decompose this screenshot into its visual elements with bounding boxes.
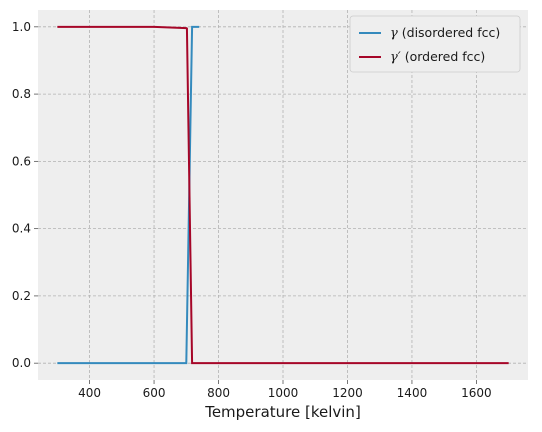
x-tick-label: 400: [78, 386, 101, 400]
x-tick-label: 800: [207, 386, 230, 400]
x-tick-label: 600: [143, 386, 166, 400]
y-tick-label: 0.0: [12, 356, 31, 370]
x-axis-label: Temperature [kelvin]: [204, 403, 361, 421]
x-axis-ticks: 400 600 800 1000 1200 1400 1600: [78, 380, 492, 400]
x-tick-label: 1000: [268, 386, 299, 400]
legend-box: [349, 15, 521, 73]
legend: γ (disordered fcc) γ′ (ordered fcc): [349, 15, 521, 73]
series-line-0: [57, 25, 200, 365]
legend-label-0: γ (disordered fcc): [390, 25, 500, 41]
x-tick-label: 1200: [332, 386, 363, 400]
y-tick-label: 0.8: [12, 87, 31, 101]
y-tick-label: 0.2: [12, 289, 31, 303]
x-tick-label: 1600: [461, 386, 492, 400]
x-tick-label: 1400: [397, 386, 428, 400]
y-axis-ticks: 0.0 0.2 0.4 0.6 0.8 1.0: [12, 20, 38, 370]
y-tick-label: 0.6: [12, 154, 31, 168]
y-tick-label: 0.4: [12, 222, 31, 236]
legend-label-1: γ′ (ordered fcc): [390, 49, 485, 65]
series-line-1: [57, 25, 509, 365]
series-layer: [57, 25, 509, 365]
y-tick-label: 1.0: [12, 20, 31, 34]
